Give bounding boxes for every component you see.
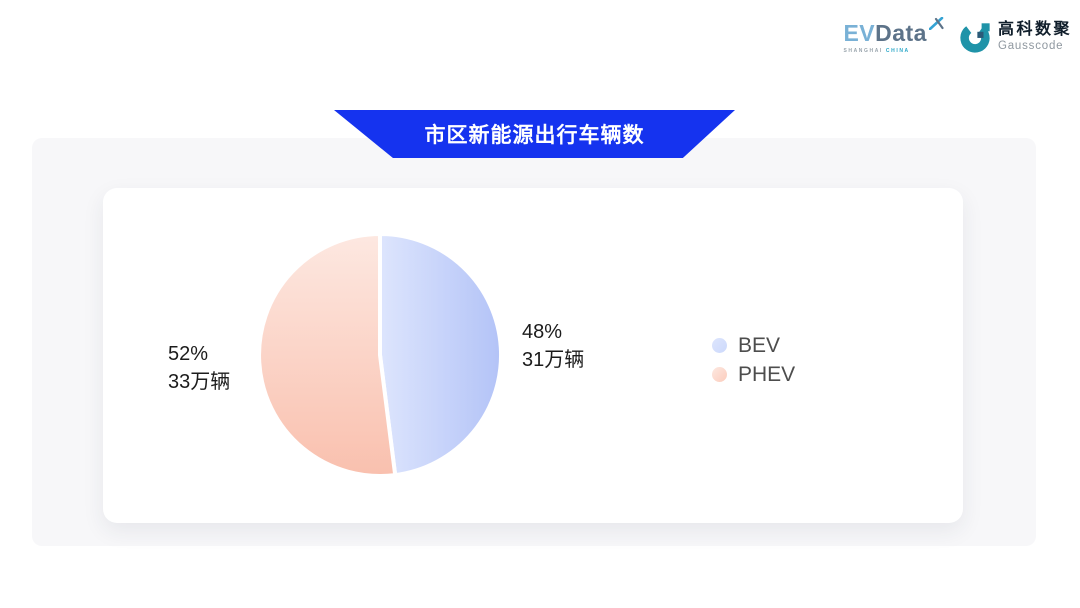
evdata-subtext-china: CHINA (885, 47, 910, 54)
pie-slice-bev[interactable] (378, 232, 504, 478)
section-title: 市区新能源出行车辆数 (424, 124, 645, 147)
legend-item-phev[interactable]: PHEV (712, 361, 795, 388)
legend-item-bev[interactable]: BEV (712, 332, 795, 359)
evdata-wordmark-data: Data (875, 19, 927, 46)
pie-label-phev-value: 33万辆 (168, 371, 231, 393)
chart-legend: BEV PHEV (712, 332, 795, 388)
legend-marker-phev (712, 367, 727, 382)
brand-area: EV Data SHANGHAI CHINA 高科数聚 Gausscode (843, 16, 1072, 54)
evdata-wordmark-ev: EV (843, 19, 876, 46)
pie-chart (257, 232, 504, 478)
gausscode-logo: 高科数聚 Gausscode (958, 20, 1072, 54)
pie-label-bev-value: 31万辆 (522, 349, 585, 371)
gausscode-en-name: Gausscode (997, 40, 1064, 52)
pie-label-bev: 48% 31万辆 (522, 318, 584, 374)
evdata-logo: EV Data SHANGHAI CHINA (843, 16, 944, 54)
evdata-x-icon (928, 16, 944, 30)
gausscode-cn-name: 高科数聚 (997, 21, 1072, 38)
chart-card (103, 188, 963, 523)
pie-label-phev-percent: 52% (168, 343, 209, 365)
legend-marker-bev (712, 338, 727, 353)
legend-label-bev: BEV (738, 333, 781, 357)
section-title-banner: 市区新能源出行车辆数 (334, 110, 735, 158)
pie-label-bev-percent: 48% (522, 321, 563, 343)
evdata-subtext-shanghai: SHANGHAI (843, 47, 886, 54)
gausscode-g-icon (960, 23, 990, 53)
evdata-subtext: SHANGHAI CHINA (843, 48, 909, 54)
pie-label-phev: 52% 33万辆 (168, 340, 230, 396)
pie-slice-phev[interactable] (257, 232, 398, 478)
evdata-wordmark: EV Data (843, 16, 944, 46)
legend-label-phev: PHEV (738, 362, 796, 386)
